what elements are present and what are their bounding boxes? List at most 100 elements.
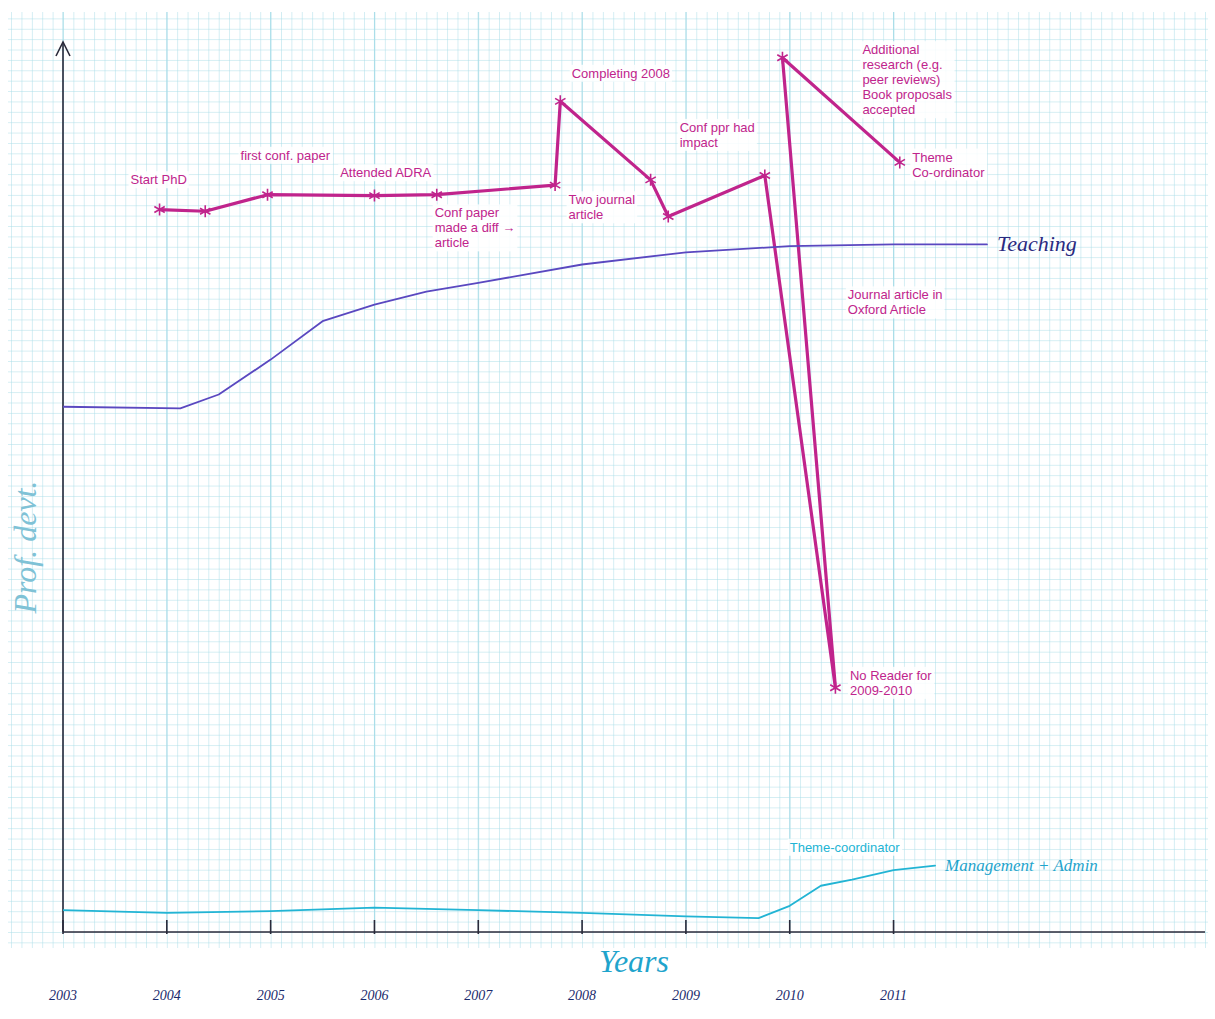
x-axis [63, 931, 1205, 933]
annotation-text: Conf ppr hadimpact [680, 120, 755, 150]
x-tick [270, 920, 272, 934]
annotation-line: first conf. paper [241, 148, 331, 163]
series-marker [760, 170, 770, 182]
annotation-text: Start PhD [130, 172, 186, 187]
series-marker [154, 204, 164, 216]
series-marker [555, 95, 565, 107]
annotation-line: Theme [912, 150, 952, 165]
annotation-line: Start PhD [130, 172, 186, 187]
graph-paper [8, 12, 1208, 948]
annotation: Start PhD [128, 171, 188, 188]
chart: 200320042005200620072008200920102011Year… [0, 0, 1215, 1019]
annotation-line: impact [680, 135, 719, 150]
annotation-backdrop [567, 191, 638, 223]
annotation-line: made a diff → [435, 220, 516, 235]
series-line [63, 244, 987, 408]
annotation-text: Two journalarticle [569, 192, 636, 222]
y-axis-title: Prof. devt. [7, 481, 43, 615]
grid-line [374, 12, 375, 932]
series-line [160, 58, 900, 688]
x-tick-label: 2010 [776, 988, 804, 1003]
series-marker [200, 205, 210, 217]
annotation-line: Theme-coordinator [790, 840, 900, 855]
x-tick [893, 920, 895, 934]
annotation-backdrop [846, 286, 945, 318]
annotation-line: Conf ppr had [680, 120, 755, 135]
annotation-line: Two journal [569, 192, 636, 207]
x-axis-title: Years [599, 943, 669, 979]
labels: Teaching Management + Admin Start PhD first… [128, 41, 1097, 874]
x-tick-label: 2003 [49, 988, 77, 1003]
annotation: Two journalarticle [567, 191, 638, 223]
annotation: Conf ppr hadimpact [678, 119, 757, 151]
series-label: Teaching [997, 231, 1077, 256]
x-tick-label: 2004 [153, 988, 181, 1003]
x-tick [685, 920, 687, 934]
series-marker [369, 190, 379, 202]
annotation-text: Additionalresearch (e.g.peer reviews)Boo… [862, 42, 952, 117]
x-tick [581, 920, 583, 934]
annotation-line: Oxford Article [848, 302, 926, 317]
annotation-backdrop [860, 41, 954, 118]
x-tick [62, 920, 64, 934]
annotation-backdrop [338, 164, 433, 181]
grid-line [63, 12, 64, 932]
annotation: Theme-coordinator [788, 839, 902, 856]
annotation-text: Completing 2008 [572, 66, 670, 81]
series-marker [777, 52, 787, 64]
annotation-line: 2009-2010 [850, 683, 912, 698]
annotation-text: Conf papermade a diff →article [435, 205, 516, 250]
annotation: Completing 2008 [570, 65, 672, 82]
annotation-line: Book proposals [862, 87, 952, 102]
annotation: Journal article inOxford Article [846, 286, 945, 318]
x-tick [166, 920, 168, 934]
series-marker [262, 189, 272, 201]
x-tick-label: 2006 [360, 988, 388, 1003]
series-label: Management + Admin [944, 856, 1098, 875]
annotation-backdrop [433, 204, 518, 251]
annotation-line: accepted [862, 102, 915, 117]
grid-line [893, 12, 894, 932]
annotation-line: Co-ordinator [912, 165, 985, 180]
x-tick [477, 920, 479, 934]
grid-line [478, 12, 479, 932]
annotation: Conf papermade a diff →article [433, 204, 518, 251]
annotation-text: No Reader for2009-2010 [850, 668, 932, 698]
plot-data [63, 52, 987, 918]
annotation: ThemeCo-ordinator [910, 149, 987, 181]
annotation-line: Journal article in [848, 287, 943, 302]
x-tick [789, 920, 791, 934]
annotation-text: ThemeCo-ordinator [912, 150, 985, 180]
x-tick-label: 2005 [257, 988, 285, 1003]
annotation-backdrop [848, 667, 934, 699]
x-tick [374, 920, 376, 934]
x-tick-label: 2007 [464, 988, 493, 1003]
annotation-backdrop [678, 119, 757, 151]
annotation: Attended ADRA [338, 164, 433, 181]
annotation-line: Additional [862, 42, 919, 57]
y-axis [62, 42, 64, 932]
annotation-text: Theme-coordinator [790, 840, 900, 855]
series-marker [645, 174, 655, 186]
series-marker [550, 179, 560, 191]
series-marker [895, 156, 905, 168]
grid-line [166, 12, 167, 932]
series-marker [432, 189, 442, 201]
annotation-backdrop [788, 839, 902, 856]
series-line [63, 866, 935, 918]
annotation-text: Attended ADRA [340, 165, 431, 180]
x-tick-label: 2009 [672, 988, 700, 1003]
annotation-line: Attended ADRA [340, 165, 431, 180]
annotation: Additionalresearch (e.g.peer reviews)Boo… [860, 41, 954, 118]
annotation-line: Completing 2008 [572, 66, 670, 81]
annotation-line: article [569, 207, 604, 222]
annotation: No Reader for2009-2010 [848, 667, 934, 699]
annotation: first conf. paper [239, 147, 333, 164]
annotation-line: article [435, 235, 470, 250]
annotation-backdrop [128, 171, 188, 188]
grid-line [582, 12, 583, 932]
x-tick-label: 2011 [880, 988, 907, 1003]
annotation-line: Conf paper [435, 205, 500, 220]
y-axis-arrow [56, 42, 70, 56]
series-marker [830, 682, 840, 694]
